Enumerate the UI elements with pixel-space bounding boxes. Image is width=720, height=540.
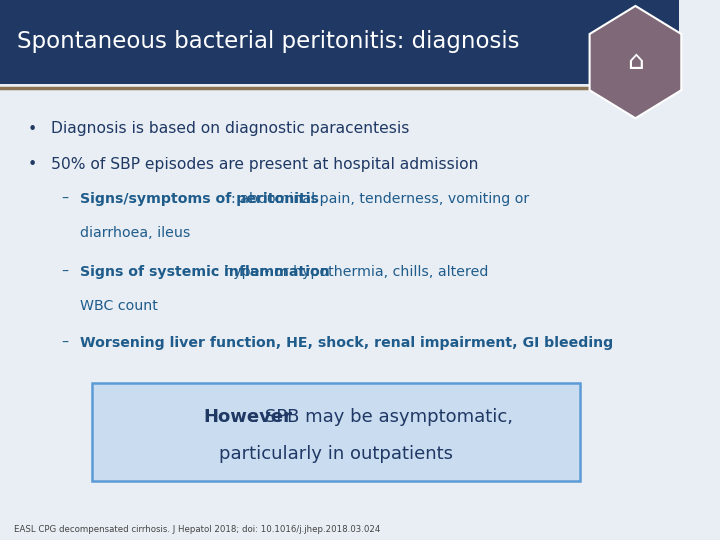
Text: WBC count: WBC count [80,299,158,313]
Text: However: However [204,408,292,426]
Text: Worsening liver function, HE, shock, renal impairment, GI bleeding: Worsening liver function, HE, shock, ren… [80,336,613,350]
Text: •: • [27,157,37,172]
Text: –: – [61,336,68,350]
Text: –: – [61,192,68,206]
Text: : SPB may be asymptomatic,: : SPB may be asymptomatic, [253,408,513,426]
FancyBboxPatch shape [91,383,580,481]
Text: ⌂: ⌂ [627,49,644,75]
Text: Signs of systemic inflammation: Signs of systemic inflammation [80,265,330,279]
Text: 50% of SBP episodes are present at hospital admission: 50% of SBP episodes are present at hospi… [51,157,478,172]
Text: : hyper- or hypothermia, chills, altered: : hyper- or hypothermia, chills, altered [215,265,488,279]
Text: –: – [61,265,68,279]
Text: •: • [27,122,37,137]
Text: particularly in outpatients: particularly in outpatients [219,444,453,463]
Text: EASL CPG decompensated cirrhosis. J Hepatol 2018; doi: 10.1016/j.jhep.2018.03.02: EASL CPG decompensated cirrhosis. J Hepa… [14,524,380,534]
Text: Signs/symptoms of peritonitis: Signs/symptoms of peritonitis [80,192,319,206]
Text: diarrhoea, ileus: diarrhoea, ileus [80,226,191,240]
Polygon shape [590,6,681,118]
Text: : abdominal pain, tenderness, vomiting or: : abdominal pain, tenderness, vomiting o… [231,192,529,206]
FancyBboxPatch shape [0,0,679,84]
Text: Spontaneous bacterial peritonitis: diagnosis: Spontaneous bacterial peritonitis: diagn… [17,30,519,53]
Text: Diagnosis is based on diagnostic paracentesis: Diagnosis is based on diagnostic paracen… [51,122,409,137]
